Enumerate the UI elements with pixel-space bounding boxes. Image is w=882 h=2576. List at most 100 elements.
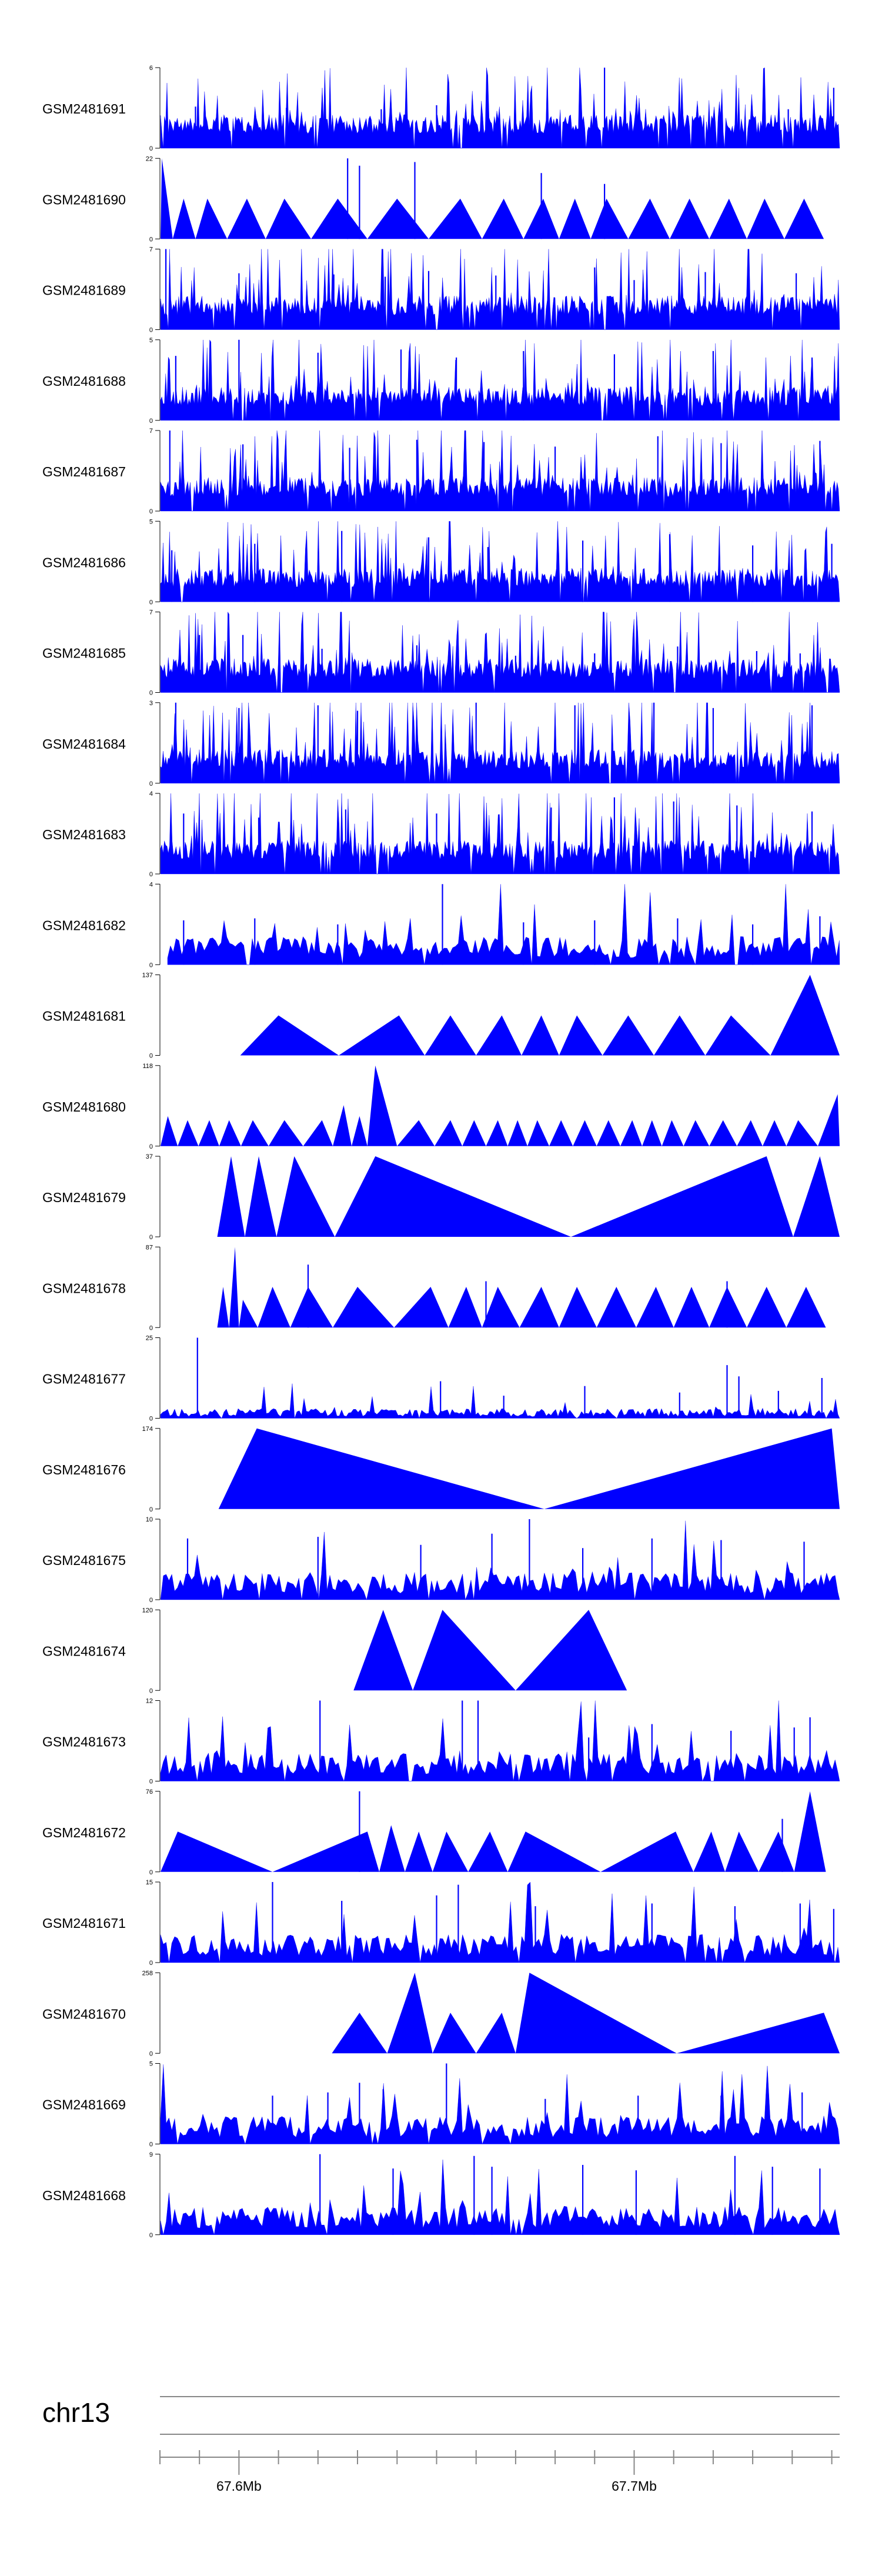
track-GSM2481688: GSM2481688 5 0 (42, 337, 840, 425)
genome-axis: chr13 67.6Mb 67.7Mb (42, 2396, 840, 2494)
track-GSM2481690: GSM2481690 22 0 (42, 155, 824, 243)
track-GSM2481680: GSM2481680 118 0 (42, 1063, 840, 1150)
y-max-label: 5 (149, 2061, 153, 2068)
y-min-label: 0 (149, 962, 153, 969)
track-label: GSM2481687 (42, 464, 126, 479)
coverage-area (160, 339, 840, 421)
track-GSM2481685: GSM2481685 7 0 (42, 609, 840, 697)
coverage-area (160, 521, 840, 602)
y-min-label: 0 (149, 1234, 153, 1241)
y-max-label: 137 (142, 972, 153, 979)
track-label: GSM2481680 (42, 1099, 126, 1115)
y-max-label: 10 (146, 1516, 153, 1523)
coverage-area (353, 1610, 627, 1691)
y-min-label: 0 (149, 508, 153, 515)
track-label: GSM2481682 (42, 917, 126, 933)
y-max-label: 76 (146, 1788, 153, 1796)
y-max-label: 87 (146, 1244, 153, 1251)
track-GSM2481683: GSM2481683 4 0 (42, 790, 840, 878)
coverage-area (160, 1881, 840, 1963)
track-label: GSM2481677 (42, 1372, 126, 1387)
y-min-label: 0 (149, 871, 153, 878)
y-max-label: 174 (142, 1426, 153, 1433)
track-GSM2481686: GSM2481686 5 0 (42, 518, 840, 606)
y-min-label: 0 (149, 2232, 153, 2239)
track-GSM2481678: GSM2481678 87 0 (42, 1244, 826, 1332)
track-label: GSM2481678 (42, 1280, 126, 1296)
track-GSM2481681: GSM2481681 137 0 (42, 972, 840, 1060)
y-min-label: 0 (149, 599, 153, 606)
track-label: GSM2481675 (42, 1553, 126, 1568)
track-GSM2481669: GSM2481669 5 0 (42, 2061, 840, 2148)
track-label: GSM2481686 (42, 555, 126, 570)
y-max-label: 118 (142, 1063, 153, 1070)
coverage-area (160, 1520, 840, 1600)
track-label: GSM2481689 (42, 283, 126, 298)
track-GSM2481670: GSM2481670 258 0 (42, 1970, 840, 2057)
y-max-label: 5 (149, 518, 153, 525)
track-GSM2481677: GSM2481677 25 0 (42, 1335, 840, 1423)
coverage-area (217, 1247, 826, 1328)
y-min-label: 0 (149, 145, 153, 152)
track-label: GSM2481673 (42, 1734, 126, 1750)
x-tick-label: 67.7Mb (612, 2478, 657, 2494)
y-max-label: 25 (146, 1335, 153, 1342)
y-min-label: 0 (149, 1416, 153, 1423)
y-max-label: 12 (146, 1698, 153, 1705)
track-GSM2481679: GSM2481679 37 0 (42, 1153, 840, 1241)
y-min-label: 0 (149, 1597, 153, 1604)
coverage-area (332, 1973, 840, 2054)
y-max-label: 9 (149, 2151, 153, 2158)
track-panels: GSM248169160GSM2481690220GSM248168970GSM… (42, 65, 840, 2239)
coverage-area (167, 884, 840, 965)
track-label: GSM2481674 (42, 1643, 126, 1659)
y-max-label: 4 (149, 881, 153, 888)
y-min-label: 0 (149, 2141, 153, 2148)
y-min-label: 0 (149, 1869, 153, 1876)
track-label: GSM2481683 (42, 827, 126, 842)
y-max-label: 7 (149, 428, 153, 435)
coverage-area (217, 1156, 840, 1237)
coverage-area (160, 611, 840, 693)
y-max-label: 120 (142, 1607, 153, 1614)
track-GSM2481672: GSM2481672 76 0 (42, 1788, 826, 1876)
y-min-label: 0 (149, 418, 153, 425)
y-min-label: 0 (149, 1506, 153, 1513)
track-GSM2481673: GSM2481673 12 0 (42, 1698, 840, 1786)
track-label: GSM2481671 (42, 1916, 126, 1931)
coverage-area (160, 1700, 840, 1782)
track-label: GSM2481669 (42, 2097, 126, 2113)
y-min-label: 0 (149, 780, 153, 788)
track-label: GSM2481668 (42, 2188, 126, 2203)
y-min-label: 0 (149, 236, 153, 243)
y-min-label: 0 (149, 1960, 153, 1967)
track-GSM2481676: GSM2481676 174 0 (42, 1426, 840, 1513)
chromosome-label: chr13 (42, 2397, 110, 2428)
y-max-label: 15 (146, 1879, 153, 1886)
y-max-label: 4 (149, 790, 153, 798)
coverage-area (160, 249, 840, 330)
y-max-label: 5 (149, 337, 153, 344)
coverage-area (160, 2160, 840, 2235)
track-label: GSM2481676 (42, 1462, 126, 1477)
coverage-area (218, 1428, 840, 1509)
y-min-label: 0 (149, 1053, 153, 1060)
y-max-label: 258 (142, 1970, 153, 1977)
y-max-label: 37 (146, 1153, 153, 1160)
y-max-label: 7 (149, 246, 153, 253)
track-label: GSM2481685 (42, 646, 126, 661)
coverage-area (160, 702, 840, 783)
track-GSM2481689: GSM2481689 7 0 (42, 246, 840, 334)
coverage-area (160, 2064, 840, 2145)
coverage-area (160, 1383, 840, 1419)
y-min-label: 0 (149, 327, 153, 334)
track-label: GSM2481672 (42, 1825, 126, 1840)
y-min-label: 0 (149, 1778, 153, 1786)
track-GSM2481691: GSM2481691 6 0 (42, 65, 840, 152)
y-min-label: 0 (149, 690, 153, 697)
coverage-area (160, 793, 840, 875)
track-GSM2481674: GSM2481674 120 0 (42, 1607, 627, 1694)
track-label: GSM2481670 (42, 2006, 126, 2021)
track-GSM2481675: GSM2481675 10 0 (42, 1516, 840, 1604)
